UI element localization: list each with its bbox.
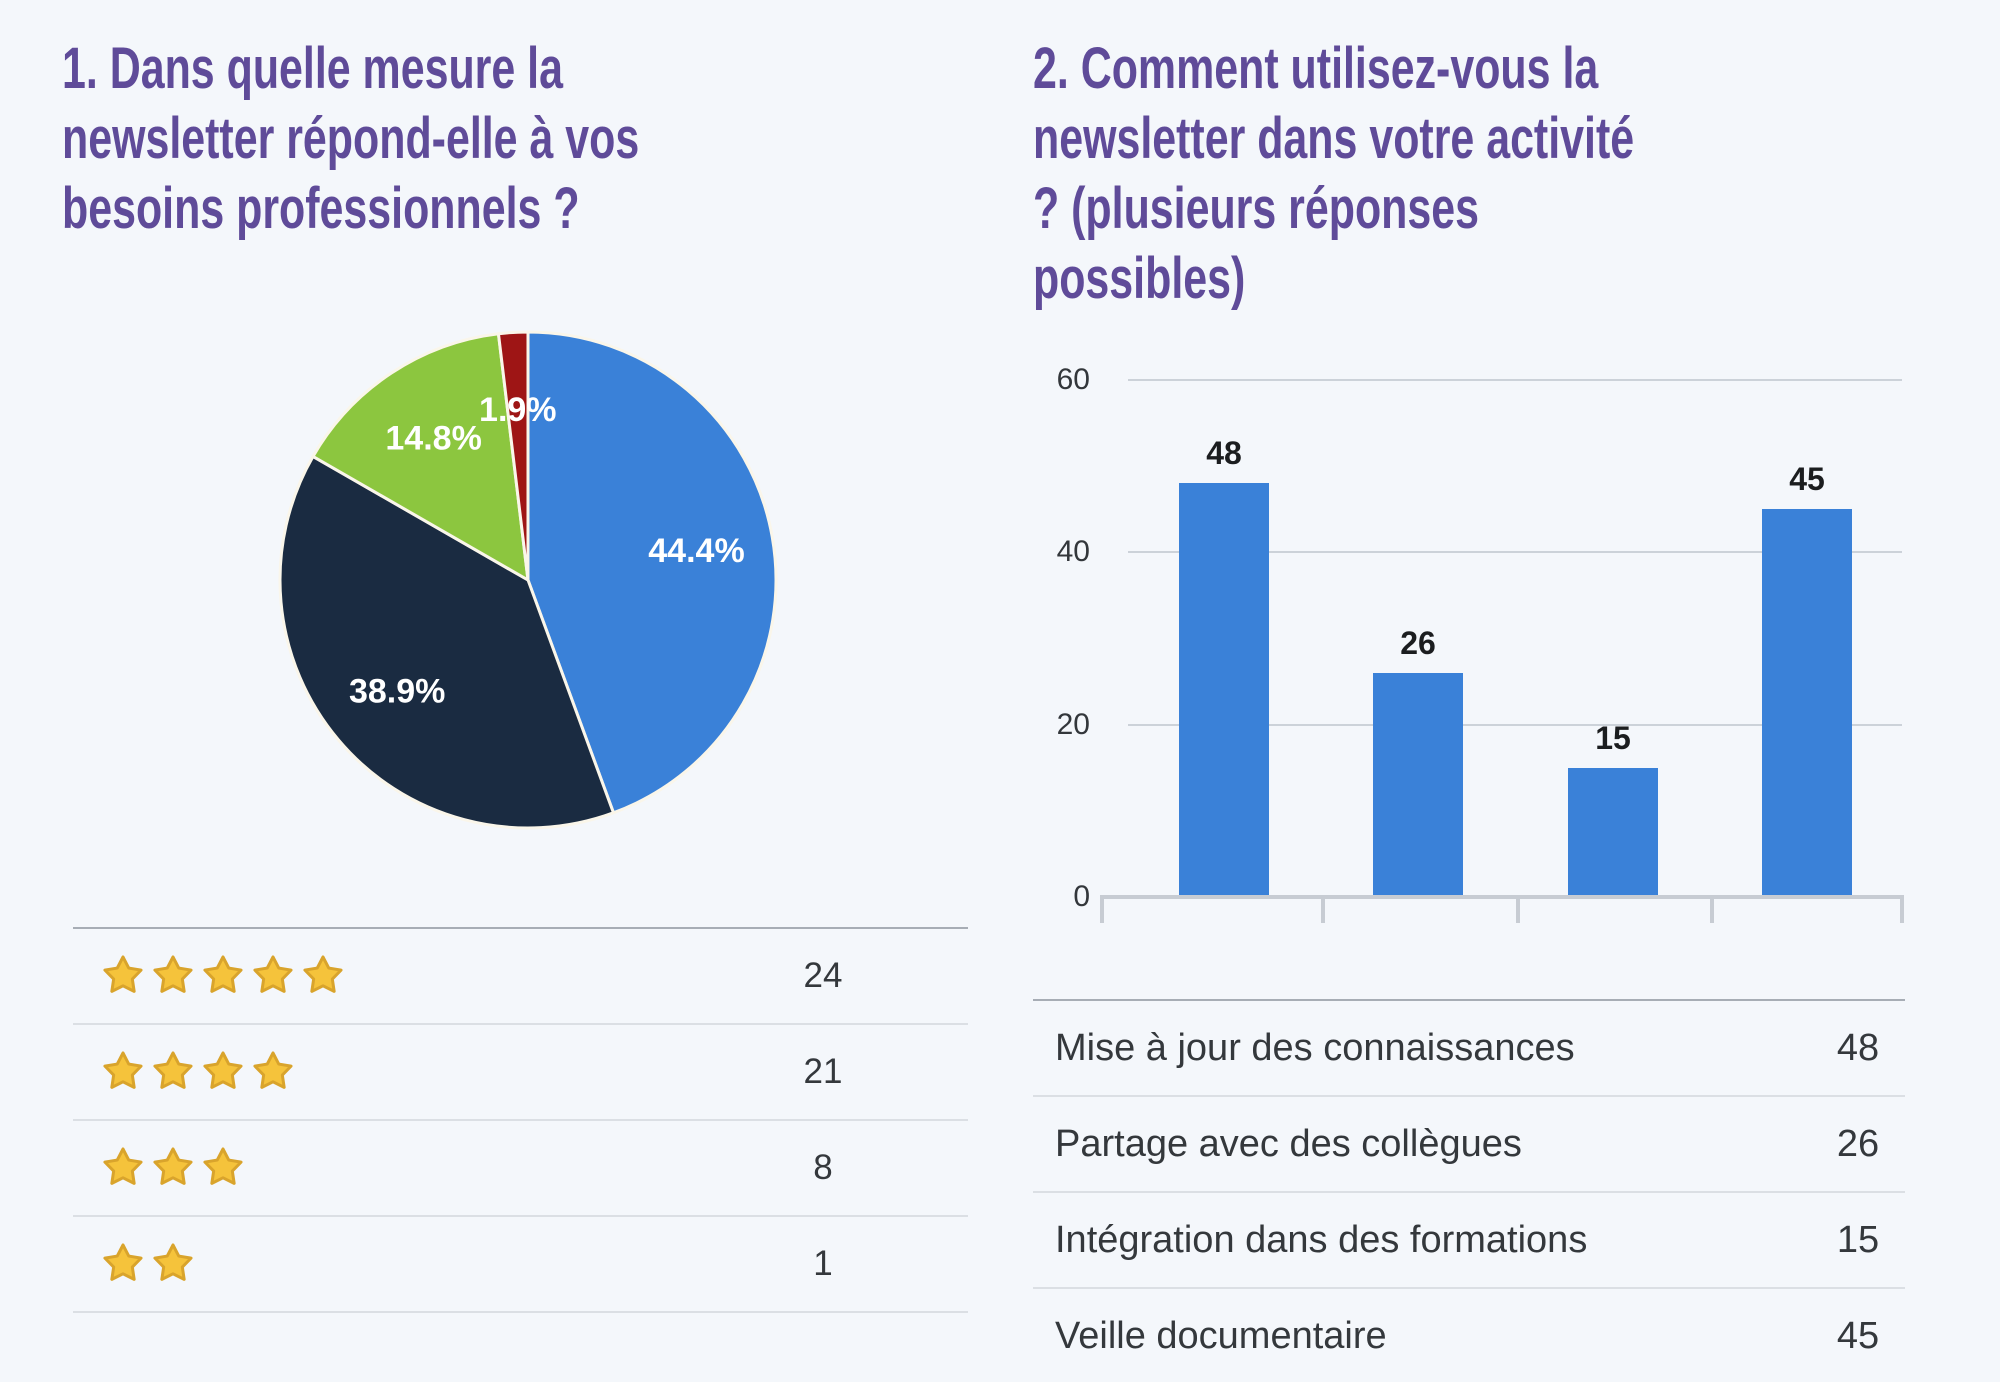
- star-rating-4: [102, 1051, 294, 1093]
- star-icon: [303, 955, 343, 993]
- pie-slice-38.9%: [278, 454, 615, 830]
- title-line: 1. Dans quelle mesure la: [62, 36, 563, 101]
- usage-row: Mise à jour des connaissances 48: [1033, 1001, 1905, 1097]
- title-line: newsletter dans votre activité: [1033, 106, 1635, 171]
- x-axis-tick: [1321, 895, 1325, 923]
- title-line: 2. Comment utilisez-vous la: [1033, 36, 1599, 101]
- pie-slice-1.9%: [496, 330, 530, 582]
- usage-row: Partage avec des collègues 26: [1033, 1097, 1905, 1193]
- gridline-40: [1128, 551, 1902, 554]
- title-line: possibles): [1033, 246, 1246, 311]
- usage-row: Veille documentaire 45: [1033, 1289, 1905, 1382]
- y-axis-tick-20: 20: [1056, 707, 1090, 741]
- question1-title: 1. Dans quelle mesure la newsletter répon…: [62, 34, 639, 244]
- rating-row-2-stars: 1: [73, 1217, 968, 1313]
- question2-title: 2. Comment utilisez-vous la newsletter da…: [1033, 34, 1634, 314]
- x-axis-tick: [1900, 895, 1904, 923]
- usage-label: Veille documentaire: [1055, 1315, 1387, 1357]
- usage-count: 26: [1836, 1123, 1880, 1165]
- bar-1: [1179, 483, 1269, 897]
- star-icon: [103, 1051, 143, 1089]
- star-icon: [103, 955, 143, 993]
- star-icon: [203, 955, 243, 993]
- bar-value-label: 48: [1206, 435, 1242, 472]
- pie-percent-label: 1.9%: [479, 391, 557, 429]
- star-icon: [203, 1147, 243, 1185]
- rating-row-3-stars: 8: [73, 1121, 968, 1217]
- rating-count: 21: [803, 1052, 843, 1091]
- usage-label: Mise à jour des connaissances: [1055, 1027, 1575, 1069]
- rating-count: 24: [803, 956, 843, 995]
- pie-chart: 44.4% 38.9% 14.8%1.9%: [278, 330, 778, 830]
- bar-4: [1762, 509, 1852, 897]
- usage-count: 48: [1836, 1027, 1880, 1069]
- usage-table: Mise à jour des connaissances 48 Partage a…: [1033, 999, 1905, 1382]
- star-icon: [103, 1243, 143, 1281]
- star-rating-3: [102, 1147, 244, 1189]
- bar-2: [1373, 672, 1463, 897]
- ratings-table: 24 21 8 1: [73, 927, 968, 1313]
- bar-value-label: 45: [1789, 461, 1825, 498]
- pie-slice-14.8%: [311, 332, 530, 582]
- star-icon: [253, 1051, 293, 1089]
- gridline-20: [1128, 723, 1902, 726]
- rating-row-4-stars: 21: [73, 1025, 968, 1121]
- rating-count: 1: [813, 1244, 833, 1283]
- star-icon: [153, 1147, 193, 1185]
- star-rating-5: [102, 955, 344, 997]
- pie-slice-44.4%: [526, 330, 778, 815]
- y-axis-tick-40: 40: [1056, 535, 1090, 569]
- rating-count: 8: [813, 1148, 833, 1187]
- usage-count: 45: [1836, 1315, 1880, 1357]
- star-rating-2: [102, 1243, 194, 1285]
- bar-value-label: 26: [1400, 624, 1436, 661]
- star-icon: [153, 1243, 193, 1281]
- star-icon: [153, 1051, 193, 1089]
- x-axis-tick: [1516, 895, 1520, 923]
- usage-row: Intégration dans des formations 15: [1033, 1193, 1905, 1289]
- gridline-60: [1128, 379, 1902, 381]
- x-axis-tick: [1100, 895, 1104, 923]
- usage-label: Partage avec des collègues: [1055, 1123, 1522, 1165]
- star-icon: [103, 1147, 143, 1185]
- pie-percent-label: 44.4%: [648, 532, 744, 570]
- y-axis-tick-0: 0: [1073, 880, 1090, 913]
- usage-label: Intégration dans des formations: [1055, 1219, 1588, 1261]
- rating-row-5-stars: 24: [73, 929, 968, 1025]
- y-axis-tick-60: 60: [1056, 363, 1090, 396]
- pie-percent-label: 38.9%: [349, 672, 445, 710]
- x-axis-tick: [1710, 895, 1714, 923]
- star-icon: [253, 955, 293, 993]
- x-axis-line: [1100, 895, 1904, 899]
- star-icon: [203, 1051, 243, 1089]
- bar-3: [1568, 767, 1658, 897]
- star-icon: [153, 955, 193, 993]
- title-line: besoins professionnels ?: [62, 176, 580, 241]
- bar-value-label: 15: [1595, 719, 1631, 756]
- title-line: ? (plusieurs réponses: [1033, 176, 1480, 241]
- pie-percent-label: 14.8%: [385, 419, 481, 457]
- usage-count: 15: [1836, 1219, 1880, 1261]
- title-line: newsletter répond-elle à vos: [62, 106, 640, 171]
